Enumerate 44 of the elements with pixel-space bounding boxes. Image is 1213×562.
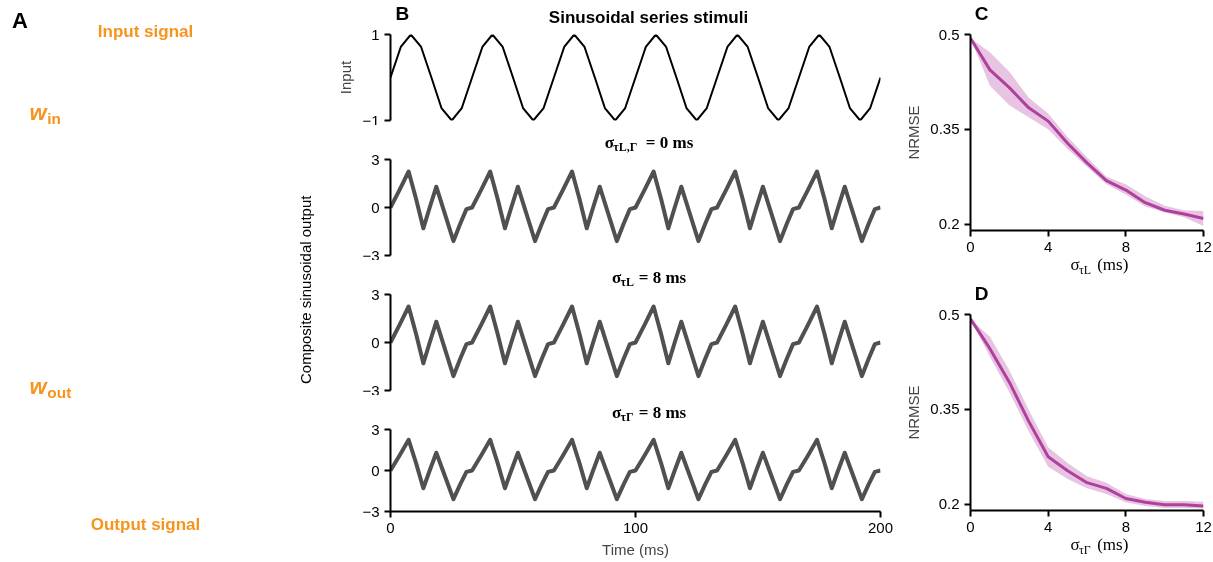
line-series [390, 34, 881, 121]
text: C [974, 2, 989, 24]
y-axis-title: Composite sinusoidal output [296, 195, 315, 385]
y-axis-title: Input [337, 59, 355, 95]
y-tick-label: 0.35 [930, 120, 960, 138]
y-tick-label: 0 [371, 198, 380, 216]
x-tick-label: 12 [1195, 517, 1212, 535]
x-tick-label: 4 [1044, 237, 1053, 255]
x-tick-label: 4 [1044, 517, 1053, 535]
y-tick-label: 0 [371, 333, 380, 351]
line-series [390, 437, 881, 502]
x-axis-title: Time (ms) [602, 540, 669, 558]
y-tick-label: 0.35 [930, 400, 960, 418]
y-tick-label: 0.2 [938, 495, 960, 513]
y-axis-title: NRMSE [905, 385, 923, 440]
text: D [974, 282, 989, 304]
text: A [12, 7, 29, 33]
x-tick-label: 0 [966, 237, 975, 255]
y-tick-label: 0.5 [938, 25, 960, 43]
y-tick-label: −3 [362, 246, 380, 264]
x-tick-label: 12 [1195, 237, 1212, 255]
text: Input signal [97, 21, 194, 41]
y-tick-label: 1 [371, 25, 380, 43]
x-tick-label: 8 [1121, 237, 1131, 255]
y-axis-title: NRMSE [905, 105, 923, 160]
y-tick-label: 3 [371, 150, 380, 168]
y-tick-label: −3 [362, 381, 380, 399]
y-tick-label: 0.2 [938, 215, 960, 233]
y-tick-label: 0 [371, 461, 380, 479]
text: B [395, 2, 410, 24]
x-tick-label: 0 [966, 517, 975, 535]
y-tick-label: −3 [362, 502, 380, 520]
x-tick-label: 8 [1121, 517, 1131, 535]
y-tick-label: −1 [362, 111, 380, 129]
text: Output signal [90, 514, 201, 534]
y-tick-label: 3 [371, 420, 380, 438]
y-tick-label: 3 [371, 285, 380, 303]
x-tick-label: 200 [867, 518, 894, 536]
line-series [390, 169, 881, 244]
y-tick-label: 0.5 [938, 305, 960, 323]
x-tick-label: 0 [386, 518, 395, 536]
chart-title: Sinusoidal series stimuli [548, 7, 749, 27]
x-tick-label: 100 [622, 518, 649, 536]
line-series [390, 304, 881, 379]
